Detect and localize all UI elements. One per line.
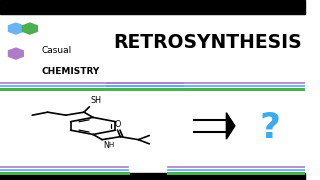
- Polygon shape: [22, 23, 37, 34]
- Polygon shape: [226, 113, 235, 139]
- Text: ?: ?: [260, 111, 280, 145]
- Text: O: O: [114, 120, 121, 129]
- Polygon shape: [8, 48, 23, 59]
- Bar: [0, 173, 305, 180]
- Text: SH: SH: [91, 96, 102, 105]
- Text: RETROSYNTHESIS: RETROSYNTHESIS: [113, 33, 302, 52]
- Bar: [0, 0, 305, 14]
- Text: CHEMISTRY: CHEMISTRY: [41, 67, 100, 76]
- Polygon shape: [8, 23, 23, 34]
- Text: H: H: [108, 142, 114, 148]
- Text: Casual: Casual: [41, 46, 71, 55]
- Text: N: N: [104, 141, 109, 150]
